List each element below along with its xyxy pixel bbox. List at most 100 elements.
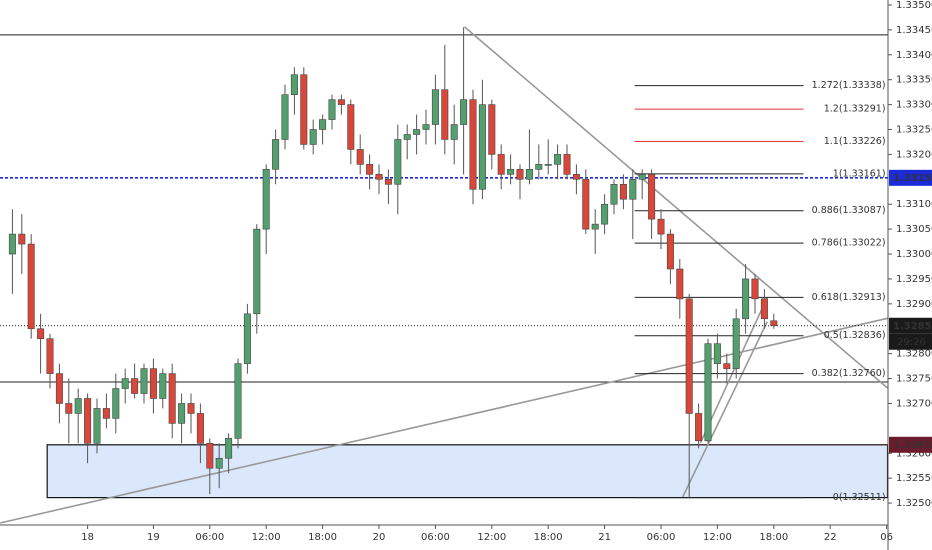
candle-body [732,318,740,369]
x-tick-label: 20 [373,532,386,543]
candle-body [168,373,176,424]
candle-body [554,154,562,165]
y-tick-label: 1.32550 [896,473,932,484]
candle-body [591,223,599,230]
candle-body [196,413,204,444]
candle-body [460,99,468,125]
y-tick-label: 1.32700 [896,398,932,409]
price-label-box [889,169,932,186]
candle-body [685,298,693,414]
candle-body [27,243,35,330]
candle-body [319,119,327,130]
candle-body [112,388,120,419]
y-tick-label: 1.33300 [896,100,932,111]
price-label: 1.32856 [893,321,932,332]
y-tick-label: 1.33050 [896,224,932,235]
candle-body [394,139,402,185]
candle-body [18,233,26,245]
candle-body [187,403,195,414]
x-tick-label: 06:00 [647,532,676,543]
candle-body [544,164,552,166]
candle-body [563,154,571,175]
candle-body [55,373,63,404]
fib-label: 1.2(1.33291) [824,104,886,115]
candle-body [770,320,778,327]
candle-body [159,373,167,399]
candle-body [742,278,750,320]
candle-body [74,398,82,414]
candle-body [695,413,703,442]
candle-body [347,104,355,150]
candle-body [272,139,280,170]
fib-label: 1.1(1.33226) [824,136,886,147]
candle-body [657,218,665,235]
countdown: 29:26 [897,337,926,348]
candle-body [713,343,721,364]
y-tick-label: 1.32600 [896,448,932,459]
x-tick-label: 18:00 [534,532,563,543]
trendline [681,321,768,498]
candle-body [93,408,101,444]
candle-body [300,74,308,145]
countdown-box [889,333,932,350]
candle-body [225,438,233,459]
price-label-box [889,317,932,334]
x-tick-label: 18:00 [759,532,788,543]
candle-body [704,343,712,442]
x-tick-label: 22 [824,532,837,543]
fib-label: 1(1.33161) [833,168,886,179]
candle-body [102,408,110,419]
candle-body [243,313,251,364]
x-tick-label: 06 [880,532,893,543]
fib-label: 0.886(1.33087) [812,205,886,216]
axes: 1.33500 1.33450 1.33400 1.33350 1.33300 1.332… [81,0,932,543]
candle-body [262,169,270,230]
candle-body [638,174,646,180]
price-label: 1.32617 [893,440,932,451]
candle-body [525,169,533,180]
candle-body [384,179,392,185]
candle-body [46,338,54,374]
candle-body [450,124,458,140]
fib-label: 0.786(1.33022) [812,238,886,249]
y-tick-label: 1.32950 [896,274,932,285]
candle-body [751,278,759,300]
candle-body [676,268,684,300]
candle-body [253,228,261,315]
candle-body [619,183,627,200]
candle-body [131,378,139,394]
candle-body [206,443,214,469]
y-tick-label: 1.33500 [896,0,932,11]
price-label-box [889,436,932,453]
y-tick-label: 1.33450 [896,25,932,36]
candle-body [149,368,157,399]
candle-body [648,174,656,220]
candle-body [309,129,317,145]
candle-body [629,179,637,200]
y-tick-label: 1.32800 [896,349,932,360]
candle-body [497,154,505,175]
candle-body [140,368,148,394]
x-tick-label: 06:00 [195,532,224,543]
plot-area: 1.272(1.33338) 1.2(1.33291) 1.1(1.33226) 1(… [0,26,888,524]
candle-body [403,134,411,140]
candle-body [234,363,242,439]
y-tick-label: 1.33250 [896,125,932,136]
fib-label: 0.5(1.32836) [824,330,886,341]
fib-label: 0(1.32511) [833,492,886,503]
candle-body [281,94,289,140]
candle-body [760,298,768,320]
x-tick-label: 12:00 [477,532,506,543]
candle-body [507,169,515,175]
candle-body [215,457,223,469]
candle-body [516,169,524,180]
x-tick-label: 12:00 [703,532,732,543]
x-tick-label: 18:00 [308,532,337,543]
candle-body [723,363,731,369]
candle-body [375,174,383,180]
fib-label: 0.618(1.32913) [812,292,886,303]
x-tick-label: 19 [147,532,160,543]
candle-body [8,233,16,255]
x-tick-label: 21 [598,532,611,543]
x-tick-label: 18 [81,532,94,543]
